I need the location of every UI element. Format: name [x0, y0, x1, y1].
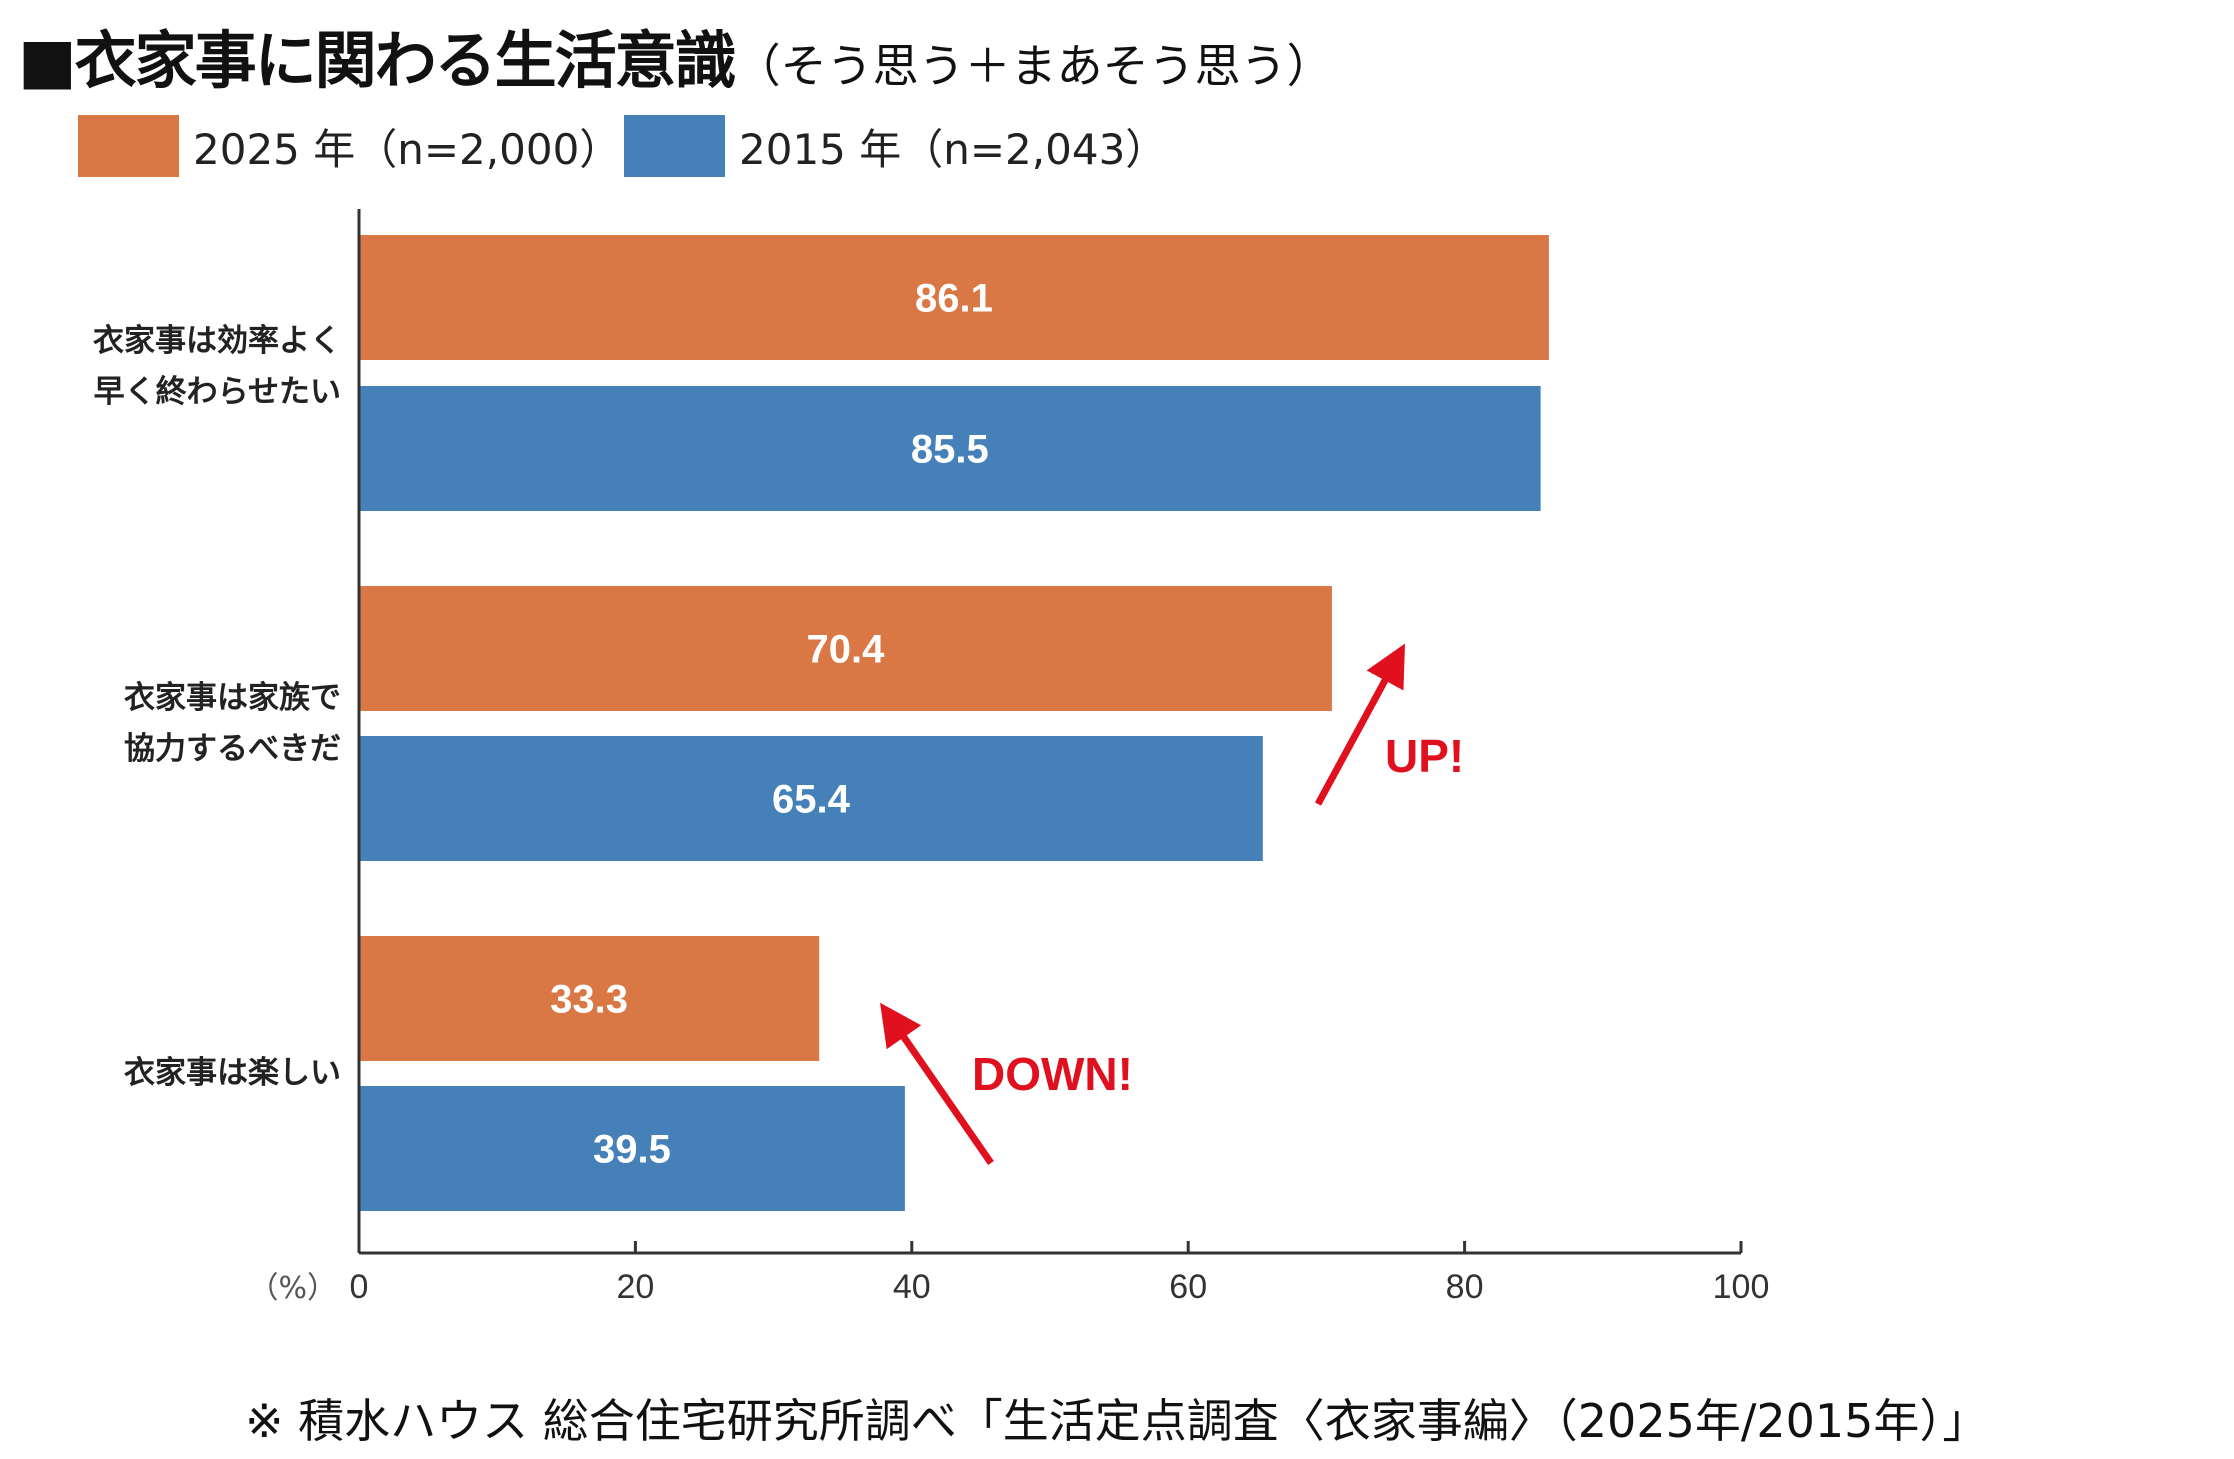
data-label: 65.4: [772, 778, 851, 822]
x-tick-label: 60: [1169, 1268, 1207, 1306]
x-tick-label: 0: [350, 1268, 369, 1306]
bar-2025: [359, 235, 1549, 360]
category-label-line: 衣家事は家族で: [124, 680, 341, 716]
data-label: 33.3: [550, 978, 628, 1022]
category-label-line: 早く終わらせたい: [93, 374, 341, 410]
data-label: 85.5: [911, 428, 989, 472]
bar-2015: [359, 386, 1541, 511]
category-label-1: 衣家事は効率よく 早く終わらせたい: [93, 316, 341, 418]
bar-2015: [359, 1086, 905, 1211]
chart-title: ■衣家事に関わる生活意識（そう思う＋まあそう思う）: [18, 10, 1333, 100]
category-label-line: 衣家事は効率よく: [93, 323, 341, 359]
legend-swatch-2015: [624, 115, 725, 177]
legend-2015: 2015 年（n=2,043）: [624, 115, 1167, 177]
bar-2025: [359, 936, 820, 1061]
title-main: ■衣家事に関わる生活意識: [18, 24, 737, 97]
data-label: 39.5: [593, 1128, 671, 1172]
up-arrow: [1314, 643, 1406, 806]
x-tick-label: 20: [616, 1268, 654, 1306]
legend-2025: 2025 年（n=2,000）: [78, 115, 621, 177]
down-annotation: DOWN!: [972, 1048, 1133, 1100]
down-arrow: [880, 1002, 994, 1165]
data-label: 86.1: [915, 277, 993, 321]
category-label-line: 協力するべきだ: [124, 731, 341, 767]
category-label-2: 衣家事は家族で 協力するべきだ: [124, 673, 341, 775]
data-label: 70.4: [807, 628, 886, 672]
legend-swatch-2025: [78, 115, 179, 177]
title-sub: （そう思う＋まあそう思う）: [734, 39, 1333, 93]
legend-label-2025: 2025 年（n=2,000）: [193, 124, 622, 174]
bar-2025: [359, 586, 1332, 711]
legend-label-2015: 2015 年（n=2,043）: [739, 124, 1168, 174]
x-axis-unit: （%）: [248, 1271, 337, 1306]
up-annotation: UP!: [1385, 730, 1464, 782]
x-tick-label: 40: [893, 1268, 931, 1306]
x-tick-label: 100: [1713, 1268, 1770, 1306]
footnote: ※ 積水ハウス 総合住宅研究所調べ「生活定点調査〈衣家事編〉（2025年/201…: [245, 1394, 1989, 1448]
x-tick-label: 80: [1446, 1268, 1484, 1306]
category-label-line: 衣家事は楽しい: [124, 1055, 341, 1091]
bar-2015: [359, 736, 1263, 861]
category-label-3: 衣家事は楽しい: [124, 1048, 341, 1099]
